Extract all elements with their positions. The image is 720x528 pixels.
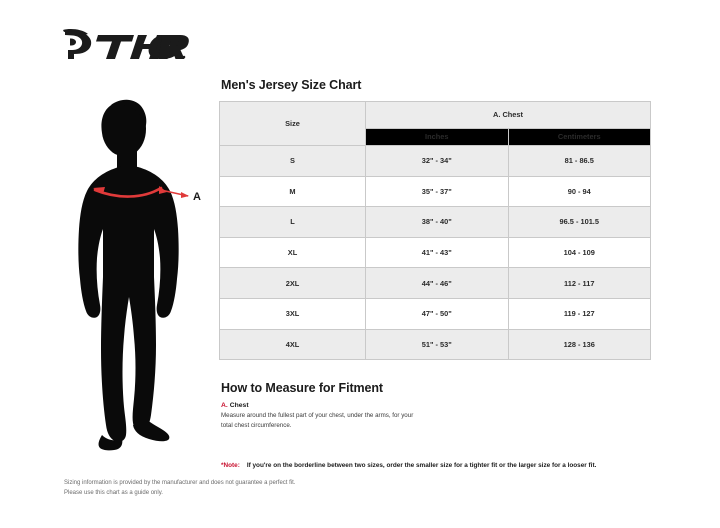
column-header-inches: Inches	[365, 127, 509, 147]
male-body-silhouette: A	[78, 99, 201, 451]
thor-logo	[60, 28, 190, 68]
body-measurement-figure: A	[55, 95, 210, 455]
table-row: S 32" - 34" 81 - 86.5	[219, 145, 651, 177]
column-header-centimeters: Centimeters	[507, 127, 651, 147]
chest-measure-line	[93, 186, 189, 198]
disclaimer: Sizing information is provided by the ma…	[64, 479, 295, 499]
cell-centimeters: 96.5 - 101.5	[507, 206, 651, 238]
cell-centimeters: 90 - 94	[507, 175, 651, 208]
cell-inches: 51" - 53"	[365, 328, 509, 361]
cell-inches: 41" - 43"	[365, 236, 509, 269]
measure-item-name: Chest	[229, 402, 249, 410]
note-row: *Note: If you're on the borderline betwee…	[221, 462, 596, 469]
cell-size: XL	[219, 236, 366, 269]
table-row: 3XL 47" - 50" 119 - 127	[219, 297, 651, 330]
how-to-measure-title: How to Measure for Fitment	[221, 381, 383, 396]
table-row: M 35" - 37" 90 - 94	[219, 175, 651, 208]
cell-inches: 47" - 50"	[365, 297, 509, 330]
column-header-size: Size	[219, 101, 366, 146]
cell-size: L	[219, 206, 366, 238]
cell-inches: 44" - 46"	[365, 267, 509, 299]
cell-centimeters: 128 - 136	[507, 328, 651, 361]
cell-inches: 32" - 34"	[365, 145, 509, 177]
measure-item-description: Measure around the fullest part of your …	[221, 411, 481, 430]
cell-size: 4XL	[219, 328, 366, 361]
page-title: Men's Jersey Size Chart	[221, 78, 362, 92]
table-row: XL 41" - 43" 104 - 109	[219, 236, 651, 269]
measure-marker-label: A	[193, 191, 201, 203]
cell-inches: 35" - 37"	[365, 175, 509, 208]
cell-centimeters: 112 - 117	[507, 267, 651, 299]
measure-item-letter: A.	[221, 402, 228, 410]
disclaimer-line-1: Sizing information is provided by the ma…	[64, 480, 296, 486]
measure-description-line-2: total chest circumference.	[221, 421, 292, 429]
measure-description-line-1: Measure around the fullest part of your …	[221, 412, 414, 420]
table-row: 2XL 44" - 46" 112 - 117	[219, 267, 651, 299]
cell-centimeters: 104 - 109	[507, 236, 651, 269]
cell-size: S	[219, 145, 366, 177]
disclaimer-line-2: Please use this chart as a guide only.	[64, 489, 163, 496]
table-head-row-2: Inches Centimeters	[220, 127, 651, 147]
table-head: Size A. Chest Inches Centimeters	[219, 101, 651, 147]
size-chart-table: Size A. Chest Inches Centimeters S 32" -…	[219, 101, 651, 361]
table-row: L 38" - 40" 96.5 - 101.5	[219, 206, 651, 238]
thor-helmet-icon	[63, 29, 92, 59]
thor-logo-svg	[63, 29, 189, 59]
table-body: S 32" - 34" 81 - 86.5 M 35" - 37" 90 - 9…	[219, 145, 651, 361]
size-chart-content: Men's Jersey Size Chart Size A. Chest In…	[219, 78, 659, 430]
note-text: If you're on the borderline between two …	[246, 462, 597, 469]
column-group-header-chest: A. Chest	[365, 101, 651, 129]
measure-item-label: A. Chest	[221, 402, 659, 409]
cell-size: 3XL	[219, 297, 366, 330]
cell-centimeters: 81 - 86.5	[507, 145, 651, 177]
note-tag: *Note:	[221, 462, 240, 469]
table-head-row-1: Size A. Chest	[219, 101, 651, 146]
thor-wordmark	[96, 35, 189, 59]
table-row: 4XL 51" - 53" 128 - 136	[219, 328, 651, 361]
cell-size: 2XL	[219, 267, 366, 299]
cell-size: M	[219, 175, 366, 208]
cell-inches: 38" - 40"	[365, 206, 509, 238]
cell-centimeters: 119 - 127	[507, 297, 651, 330]
